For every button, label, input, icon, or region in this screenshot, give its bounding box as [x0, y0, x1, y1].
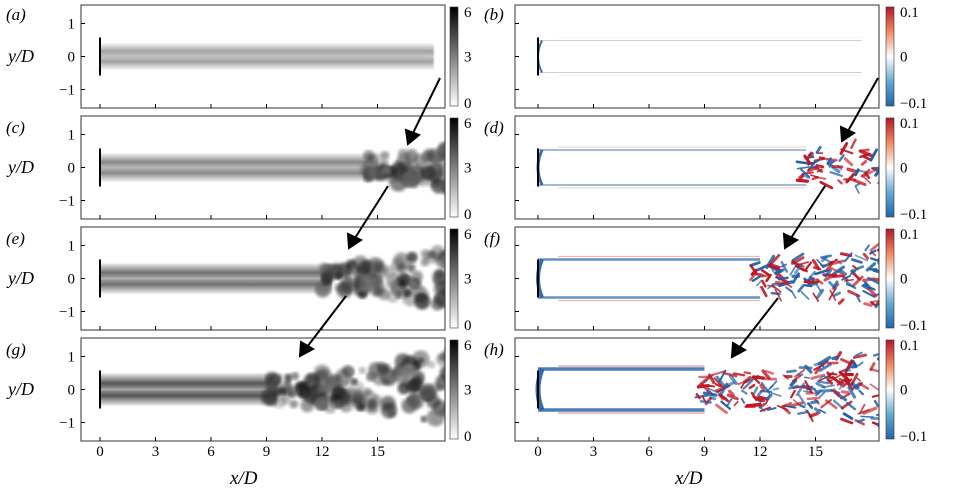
arrow-e-to-g [298, 295, 347, 358]
x-tick-label: 15 [370, 444, 385, 460]
y-tick-label: −1 [59, 416, 75, 432]
colorbar-signed [885, 117, 895, 218]
colorbar-signed-tick: −0.1 [900, 429, 927, 445]
x-tick-label: 12 [753, 444, 768, 460]
panel-c [80, 115, 446, 220]
panel-e [80, 226, 446, 331]
arrow-d-to-f [782, 185, 826, 250]
colorbar-signed-tick: 0.1 [900, 338, 919, 354]
colorbar-scalar-tick: 6 [464, 116, 472, 132]
colorbar-signed-tick: 0 [900, 50, 908, 66]
colorbar-scalar [449, 117, 459, 218]
colorbar-scalar-tick: 3 [464, 161, 472, 177]
panel-label-g: (g) [6, 340, 26, 359]
x-tick-label: 3 [590, 444, 598, 460]
x-tick-label: 0 [534, 444, 542, 460]
panel-h-background [515, 338, 879, 441]
panel-d [514, 115, 880, 220]
panel-g [80, 337, 446, 442]
y-axis-label-row4: y/D [6, 379, 34, 399]
x-tick-label: 6 [207, 444, 215, 460]
x-tick-label: 12 [315, 444, 330, 460]
colorbar-signed-tick: −0.1 [900, 318, 927, 334]
panel-label-b: (b) [484, 5, 504, 24]
x-tick-label: 9 [263, 444, 271, 460]
colorbar-scalar-tick: 0 [464, 96, 472, 112]
colorbar-signed-tick: 0 [900, 383, 908, 399]
y-axis-label-row1: y/D [6, 46, 34, 66]
colorbar-signed-tick: 0 [900, 161, 908, 177]
colorbar-scalar-tick: 0 [464, 318, 472, 334]
panel-d-background [515, 116, 879, 219]
colorbar-scalar-tick: 0 [464, 207, 472, 223]
colorbar-signed [885, 6, 895, 107]
panel-a [80, 4, 446, 109]
y-tick-label: 0 [68, 383, 76, 399]
panel-h [514, 337, 880, 442]
colorbar-scalar [449, 339, 459, 440]
x-axis-label-right: x/D [674, 468, 703, 489]
colorbar-signed [885, 228, 895, 329]
colorbar-scalar-tick: 6 [464, 5, 472, 21]
colorbar-scalar-tick: 3 [464, 272, 472, 288]
colorbar-scalar-tick: 0 [464, 429, 472, 445]
colorbar-signed [885, 339, 895, 440]
x-tick-label: 0 [96, 444, 104, 460]
colorbar-signed-tick: 0.1 [900, 5, 919, 21]
y-axis-label-row2: y/D [6, 157, 34, 177]
colorbar-scalar [449, 6, 459, 107]
panel-f [514, 226, 880, 331]
x-tick-label: 3 [152, 444, 160, 460]
y-tick-label: 1 [68, 17, 76, 33]
y-tick-label: −1 [59, 194, 75, 210]
colorbar-scalar [449, 228, 459, 329]
y-tick-label: 1 [68, 128, 76, 144]
colorbar-scalar-tick: 3 [464, 50, 472, 66]
y-tick-label: −1 [59, 83, 75, 99]
y-tick-label: 0 [68, 50, 76, 66]
colorbar-scalar-tick: 3 [464, 383, 472, 399]
y-tick-label: 1 [68, 239, 76, 255]
y-tick-label: 0 [68, 272, 76, 288]
panel-label-h: (h) [484, 340, 504, 359]
x-tick-label: 15 [808, 444, 823, 460]
colorbar-scalar-tick: 6 [464, 227, 472, 243]
colorbar-signed-tick: 0.1 [900, 116, 919, 132]
arrow-b-to-d [839, 77, 879, 143]
colorbar-signed-tick: −0.1 [900, 96, 927, 112]
colorbar-signed-tick: 0.1 [900, 227, 919, 243]
panel-label-f: (f) [484, 229, 500, 248]
panel-label-a: (a) [6, 5, 26, 24]
panel-b [514, 4, 880, 109]
x-axis-label-left: x/D [229, 468, 258, 489]
y-tick-label: −1 [59, 305, 75, 321]
panel-label-c: (c) [6, 118, 25, 137]
panel-label-d: (d) [484, 118, 504, 137]
y-tick-label: 1 [68, 350, 76, 366]
panel-b-background [515, 5, 879, 108]
arrow-c-to-e [346, 185, 389, 250]
y-tick-label: 0 [68, 161, 76, 177]
x-tick-label: 6 [645, 444, 653, 460]
colorbar-signed-tick: −0.1 [900, 207, 927, 223]
colorbar-signed-tick: 0 [900, 272, 908, 288]
panel-f-background [515, 227, 879, 330]
colorbar-scalar-tick: 6 [464, 338, 472, 354]
y-axis-label-row3: y/D [6, 268, 34, 288]
panel-label-e: (e) [6, 229, 25, 248]
arrow-f-to-h [730, 297, 779, 359]
x-tick-label: 9 [701, 444, 709, 460]
arrow-a-to-c [404, 77, 441, 146]
